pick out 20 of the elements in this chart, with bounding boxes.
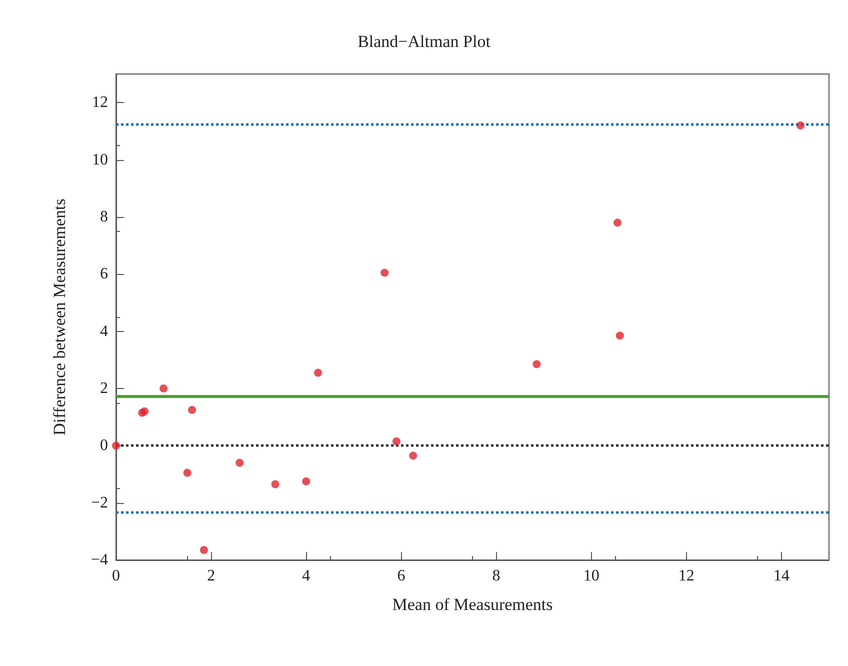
y-axis-title: Difference between Measurements [50,198,69,436]
x-tick-label: 6 [397,568,406,584]
y-tick-label: 10 [92,151,108,168]
x-axis-title: Mean of Measurements [392,595,553,614]
y-tick-label: 0 [100,437,108,454]
x-tick-label: 2 [207,568,216,584]
y-tick-label: 4 [100,322,108,340]
x-tick-label: 12 [678,568,694,584]
y-tick-label: 12 [92,94,108,112]
y-tick-label: −4 [90,552,108,568]
x-tick-label: 4 [302,568,310,584]
y-tick-label: −2 [90,494,108,512]
x-tick-label: 14 [773,568,790,584]
y-tick-label: 2 [100,380,108,397]
chart-title: Bland−Altman Plot [358,32,491,51]
x-tick-label: 10 [583,568,600,584]
x-tick-label: 0 [112,568,120,584]
y-tick-label: 6 [100,266,108,283]
y-tick-label: 8 [100,208,108,226]
x-tick-label: 8 [492,568,500,584]
